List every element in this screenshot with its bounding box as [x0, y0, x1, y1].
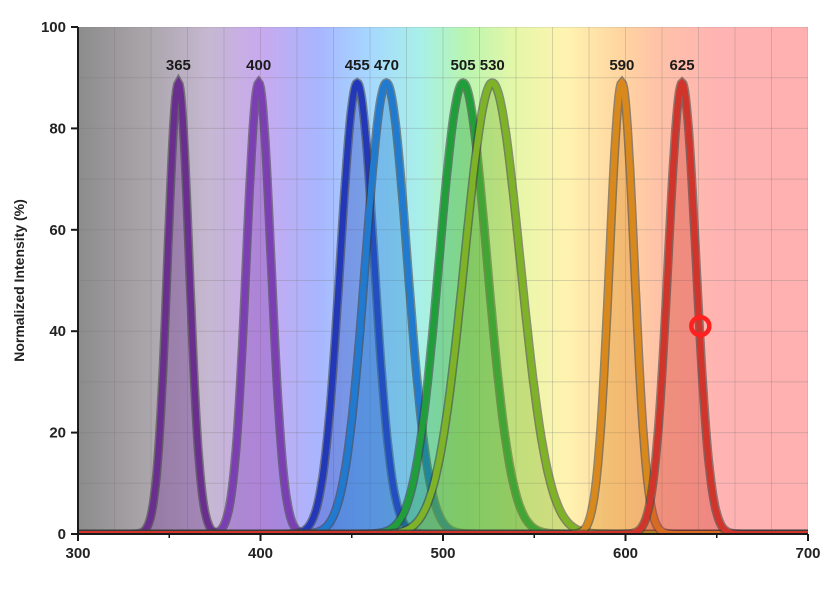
peak-label-625: 625: [670, 57, 695, 74]
highlight-marker: [689, 314, 712, 338]
x-tick-label: 400: [248, 545, 273, 562]
peak-label-365: 365: [166, 57, 191, 74]
series-line-530: [78, 79, 808, 534]
y-tick-label: 0: [58, 526, 66, 543]
x-tick-label: 300: [65, 545, 90, 562]
y-tick-label: 20: [49, 425, 66, 442]
series-line-365: [78, 76, 808, 534]
peak-label-590: 590: [609, 57, 634, 74]
x-tick-label: 700: [795, 545, 820, 562]
series-fill-400: [78, 82, 808, 534]
peak-label-455: 455: [345, 57, 370, 74]
series-fill-590: [78, 82, 808, 534]
peak-label-400: 400: [246, 57, 271, 74]
plot-area: 365 400 455 470 505 530 590 625: [78, 27, 808, 534]
x-tick-label: 600: [613, 545, 638, 562]
grid: [78, 27, 808, 534]
y-tick-label: 100: [41, 19, 66, 36]
x-tick-label: 500: [430, 545, 455, 562]
y-axis-title: Normalized Intensity (%): [11, 199, 27, 362]
series-group: [78, 73, 808, 534]
peak-label-530: 530: [480, 57, 505, 74]
axes: 300 400 500 600 700 0 20 40 60 80 100 Normalized In…: [11, 19, 821, 562]
y-tick-label: 80: [49, 120, 66, 137]
peak-label-505: 505: [451, 57, 476, 74]
y-tick-label: 60: [49, 222, 66, 239]
series-line-470: [78, 79, 808, 534]
peak-label-470: 470: [374, 57, 399, 74]
series-line-505: [78, 79, 808, 534]
series-line-625: [78, 78, 808, 534]
series-fill-505: [78, 82, 808, 534]
y-tick-label: 40: [49, 323, 66, 340]
